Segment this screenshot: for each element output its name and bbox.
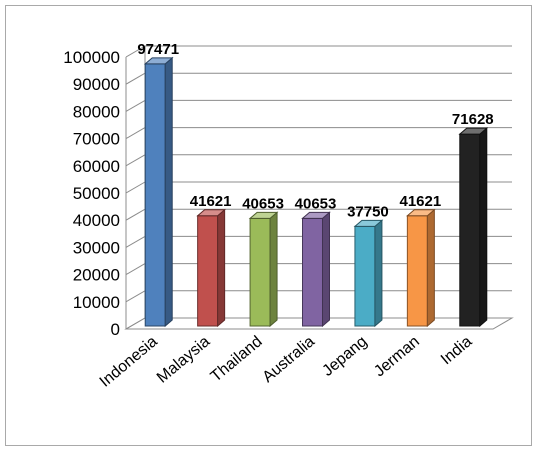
y-tick-label: 20000 (73, 266, 120, 285)
gridline-depth (125, 154, 146, 167)
gridline-depth (125, 45, 146, 58)
bar-side (164, 56, 173, 328)
x-tick-label: Jerman (371, 333, 423, 380)
data-label: 41621 (190, 193, 232, 210)
bar-top (353, 219, 384, 227)
x-tick-label: Thailand (208, 333, 266, 385)
bar-indonesia (143, 56, 174, 328)
y-tick-label: 100000 (63, 48, 120, 67)
gridline-depth (125, 290, 146, 303)
x-tick-label: Jepang (319, 333, 370, 380)
gridline-depth (125, 263, 146, 276)
y-tick-label: 80000 (73, 102, 120, 121)
bar-front (406, 215, 428, 327)
gridline-depth (125, 99, 146, 112)
data-label: 40653 (242, 195, 284, 212)
bar-front (354, 225, 376, 327)
x-tick-label: Malaysia (154, 333, 213, 387)
x-tick-label: India (438, 333, 476, 368)
gridline-depth (125, 72, 146, 85)
bar-thailand (248, 211, 279, 328)
bar-top (406, 209, 436, 217)
data-label: 41621 (399, 193, 441, 210)
gridline-depth (125, 127, 146, 140)
bar-top (458, 127, 489, 135)
x-tick-label: Indonesia (97, 333, 161, 391)
gridline-depth (125, 208, 146, 221)
bar-jerman (406, 208, 436, 328)
data-label: 40653 (295, 195, 337, 212)
bar-front (459, 133, 481, 327)
bar-front (302, 217, 323, 327)
bar-front (144, 63, 166, 327)
bar-side (217, 208, 226, 328)
y-tick-label: 60000 (73, 157, 120, 176)
bar-malaysia (196, 208, 226, 328)
bar-side (322, 211, 330, 328)
y-tick-label: 70000 (73, 130, 120, 149)
y-tick-label: 10000 (73, 293, 120, 312)
bar-side (374, 219, 383, 328)
x-tick-label: Australia (259, 333, 318, 386)
data-label: 71628 (452, 111, 494, 128)
bar-india (458, 127, 489, 328)
y-tick-label: 50000 (73, 184, 120, 203)
chart-floor (124, 317, 514, 330)
bar-front (249, 217, 271, 327)
y-tick-label: 0 (111, 320, 120, 339)
bar-side (269, 211, 278, 328)
gridline-depth (125, 235, 146, 248)
gridline-depth (125, 181, 146, 194)
data-label: 97471 (137, 41, 179, 58)
y-tick-label: 90000 (73, 75, 120, 94)
bar-top (196, 209, 226, 217)
bar-top (248, 211, 279, 219)
bar-front (197, 215, 219, 327)
bar-side (479, 127, 488, 328)
bar-top (143, 57, 174, 65)
y-tick-label: 30000 (73, 238, 120, 257)
y-tick-label: 40000 (73, 211, 120, 230)
bar-top (301, 211, 331, 219)
data-label: 37750 (347, 203, 389, 220)
bar-australia (301, 211, 331, 328)
bar-jepang (353, 219, 384, 328)
bar-side (426, 208, 435, 328)
